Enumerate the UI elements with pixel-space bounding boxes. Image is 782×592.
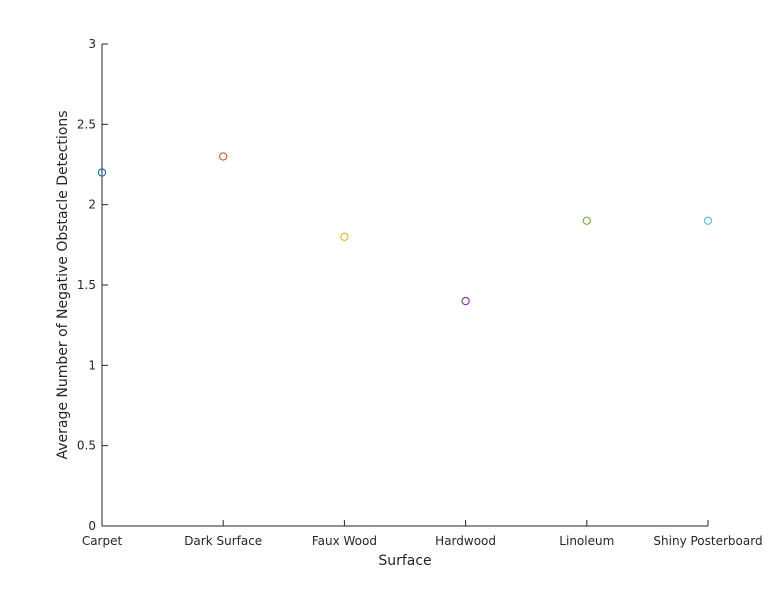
x-tick-label: Faux Wood — [312, 534, 377, 548]
y-tick-label: 0 — [88, 519, 96, 533]
x-tick-label: Carpet — [82, 534, 123, 548]
data-point-dark-surface — [219, 152, 228, 161]
y-tick-label: 2.5 — [77, 117, 96, 131]
y-tick-label: 0.5 — [77, 439, 96, 453]
axes — [101, 44, 708, 527]
data-point-linoleum — [582, 216, 591, 225]
data-point-faux-wood — [340, 232, 349, 241]
x-tick-label: Linoleum — [559, 534, 614, 548]
y-tick-label: 3 — [88, 37, 96, 51]
y-ticks: 0 0.5 1 1.5 2 2.5 3 — [77, 37, 108, 533]
y-tick-label: 2 — [88, 198, 96, 212]
x-ticks: Carpet Dark Surface Faux Wood Hardwood Linol… — [82, 520, 763, 548]
data-point-carpet — [97, 168, 107, 177]
y-axis-title: Average Number of Negative Obstacle Dete… — [55, 110, 71, 459]
data-point-shiny-posterboard — [703, 216, 713, 225]
x-tick-label: Shiny Posterboard — [653, 534, 762, 548]
x-tick-label: Hardwood — [435, 534, 496, 548]
x-tick-label: Dark Surface — [184, 534, 262, 548]
x-axis-title: Surface — [378, 553, 431, 569]
data-point-hardwood — [461, 296, 470, 306]
y-tick-label: 1 — [88, 358, 96, 372]
data-points — [97, 152, 713, 306]
y-tick-label: 1.5 — [77, 278, 96, 292]
